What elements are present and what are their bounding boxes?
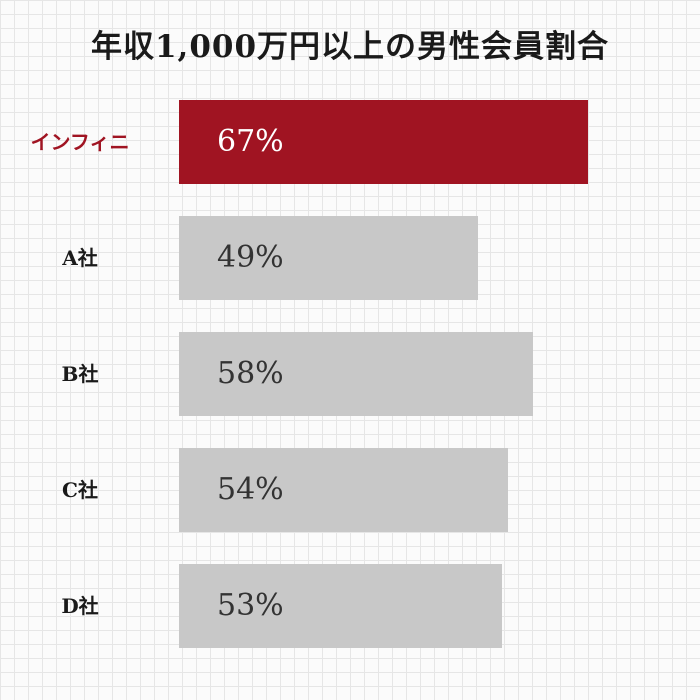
bar-value-label: 54% bbox=[217, 472, 284, 507]
bar: 67% bbox=[179, 100, 588, 184]
category-label: インフィニ bbox=[30, 130, 130, 154]
bar: 49% bbox=[179, 216, 478, 300]
category-label: C社 bbox=[62, 478, 98, 502]
chart-title: 年収1,000万円以上の男性会員割合 bbox=[90, 29, 610, 65]
bar-value-label: 58% bbox=[217, 356, 284, 391]
category-label: D社 bbox=[61, 594, 99, 618]
bar-value-label: 49% bbox=[217, 240, 284, 275]
bar: 53% bbox=[179, 564, 502, 648]
category-label: B社 bbox=[61, 362, 99, 386]
category-label: A社 bbox=[62, 246, 98, 270]
bar: 58% bbox=[179, 332, 533, 416]
bar-value-label: 67% bbox=[217, 124, 284, 159]
bar-value-label: 53% bbox=[217, 588, 284, 623]
bar: 54% bbox=[179, 448, 508, 532]
